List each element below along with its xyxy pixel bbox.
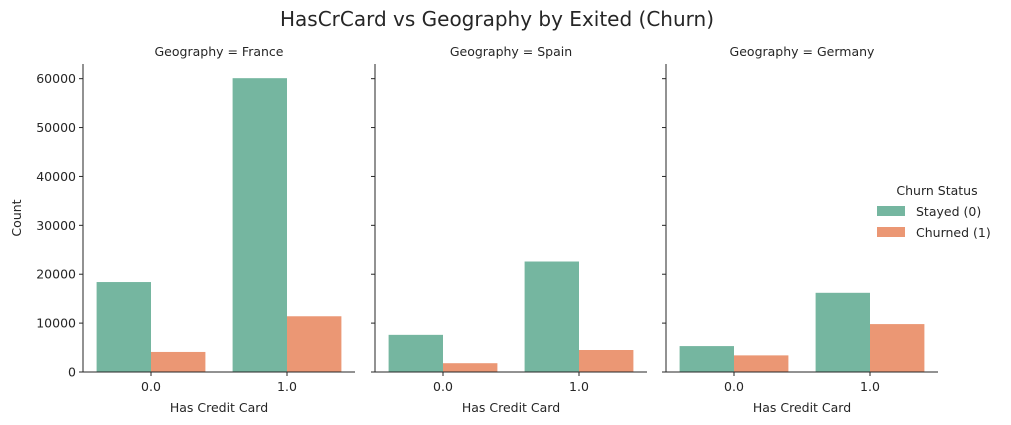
x-tick-label: 0.0 [724, 379, 744, 394]
bar [524, 261, 579, 372]
legend-swatch [877, 206, 905, 216]
bar [579, 350, 634, 372]
x-axis-label: Has Credit Card [753, 400, 851, 415]
x-tick-label: 0.0 [141, 379, 161, 394]
y-tick-label: 30000 [36, 218, 76, 233]
bar [388, 334, 443, 372]
bar [443, 363, 498, 372]
legend-label: Churned (1) [916, 225, 991, 240]
bar [96, 282, 151, 372]
bar [232, 78, 287, 372]
x-tick-label: 1.0 [860, 379, 880, 394]
y-axis-label: Count [9, 199, 24, 236]
bar [870, 324, 925, 372]
panel-title: Geography = Germany [730, 44, 875, 59]
panel-title: Geography = France [155, 44, 284, 59]
x-axis-label: Has Credit Card [462, 400, 560, 415]
bar [287, 316, 342, 372]
y-tick-label: 10000 [36, 316, 76, 331]
legend-title: Churn Status [896, 183, 977, 198]
x-axis-label: Has Credit Card [170, 400, 268, 415]
y-tick-label: 50000 [36, 120, 76, 135]
y-tick-label: 20000 [36, 267, 76, 282]
bar [151, 351, 206, 372]
bar [679, 346, 734, 372]
panel-2: Geography = Germany 0.0 1.0 Has Credit Card [662, 44, 938, 415]
panel-title: Geography = Spain [450, 44, 572, 59]
panel-0: Geography = France 0 10000 20000 30000 40000 5… [36, 44, 355, 415]
legend-label: Stayed (0) [916, 204, 981, 219]
facet-panels: Geography = France 0 10000 20000 30000 40000 5… [36, 44, 938, 415]
y-tick-label: 40000 [36, 169, 76, 184]
x-tick-label: 0.0 [433, 379, 453, 394]
chart-title: HasCrCard vs Geography by Exited (Churn) [280, 7, 714, 31]
legend-swatch [877, 227, 905, 237]
x-tick-label: 1.0 [569, 379, 589, 394]
legend: Churn Status Stayed (0) Churned (1) [877, 183, 991, 240]
bar [734, 355, 789, 372]
y-tick-label: 60000 [36, 71, 76, 86]
panel-1: Geography = Spain 0.0 1.0 Has Credit Card [371, 44, 647, 415]
y-tick-label: 0 [68, 365, 76, 380]
bar [815, 292, 870, 372]
x-tick-label: 1.0 [277, 379, 297, 394]
